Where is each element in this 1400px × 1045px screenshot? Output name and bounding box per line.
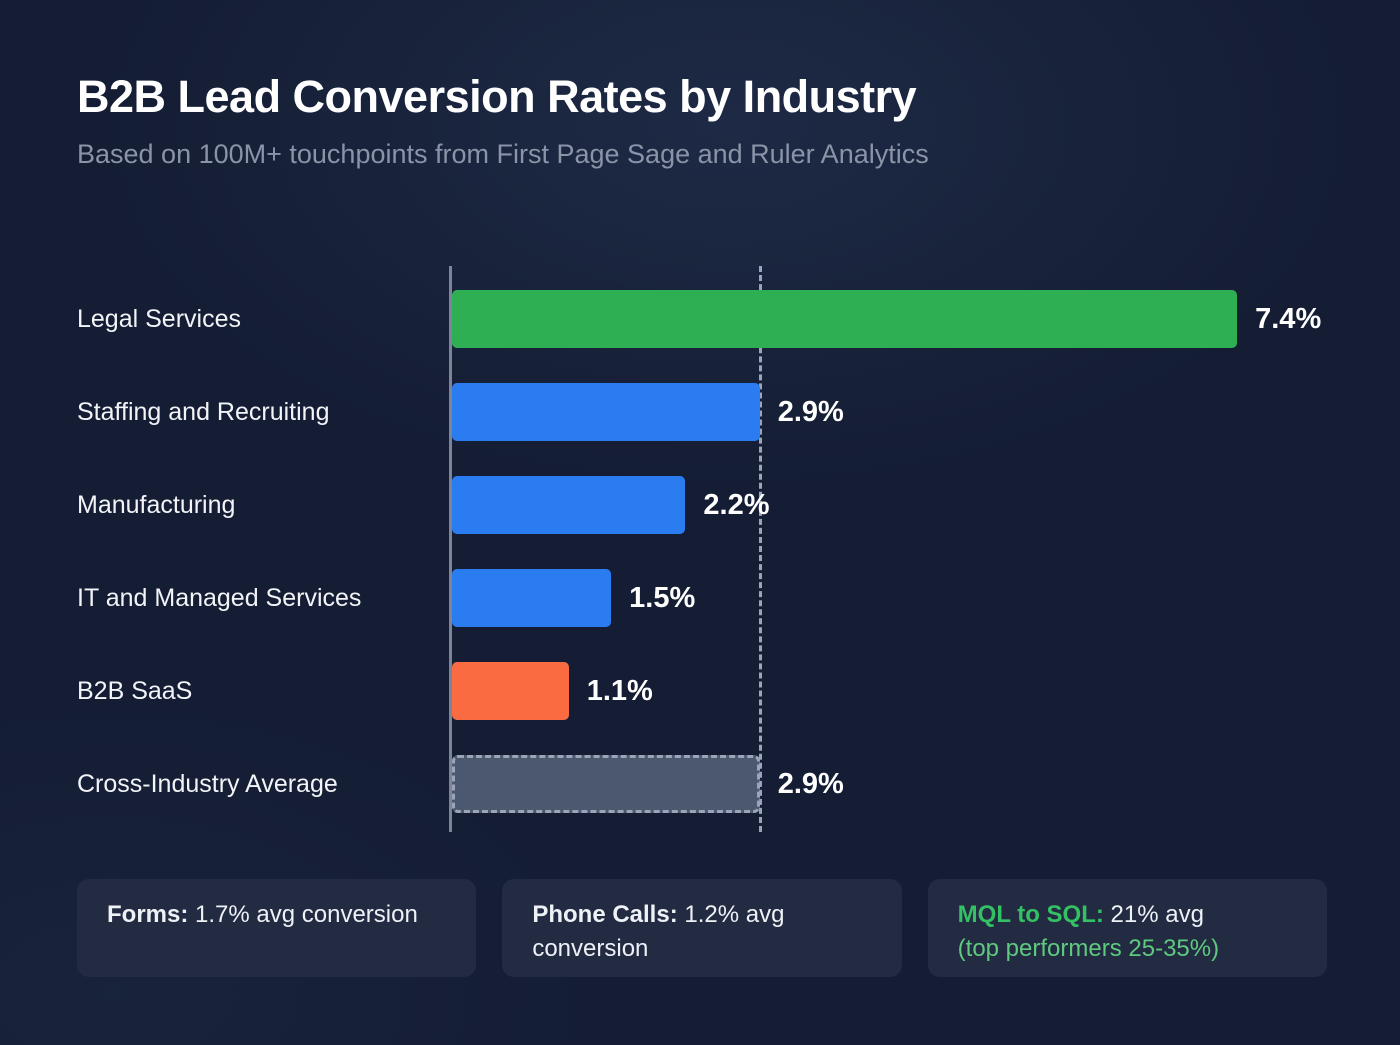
bar[interactable] <box>452 662 569 720</box>
bar-category-label: B2B SaaS <box>77 676 193 705</box>
bar[interactable] <box>452 569 612 627</box>
bar-category-label: Staffing and Recruiting <box>77 397 330 426</box>
bar[interactable] <box>452 290 1238 348</box>
bar-category-label: Legal Services <box>77 304 241 333</box>
summary-card-label: MQL to SQL: <box>957 901 1104 928</box>
summary-card-text: MQL to SQL: 21% avg (top performers 25-35… <box>958 898 1303 966</box>
summary-card-text: Forms: 1.7% avg conversion <box>107 898 452 932</box>
bar-value-label: 2.2% <box>703 488 770 521</box>
page-subtitle: Based on 100M+ touchpoints from First Pa… <box>77 139 929 170</box>
summary-card-label: Phone Calls: <box>532 901 678 928</box>
chart-header: B2B Lead Conversion Rates by Industry Ba… <box>77 71 1327 171</box>
summary-card-label: Forms: <box>107 901 189 928</box>
bar-row: Legal Services 7.4% <box>0 290 1400 348</box>
bar-row: Staffing and Recruiting 2.9% <box>0 383 1400 441</box>
summary-card-value: 21% avg <box>1103 901 1204 928</box>
summary-card: Forms: 1.7% avg conversion <box>77 879 477 977</box>
bar-value-label: 2.9% <box>777 767 844 800</box>
bar-category-label: Cross-Industry Average <box>77 769 338 798</box>
bar-value-label: 1.1% <box>586 674 653 707</box>
reference-line-average <box>758 266 762 832</box>
page-title: B2B Lead Conversion Rates by Industry <box>77 71 917 122</box>
summary-cards: Forms: 1.7% avg conversion Phone Calls: 1… <box>77 879 1327 977</box>
bar[interactable] <box>452 476 686 534</box>
summary-card-note: (top performers 25-35%) <box>957 935 1220 963</box>
bar-row: B2B SaaS 1.1% <box>0 662 1400 720</box>
summary-card-value: 1.2% avg conversion <box>532 901 785 963</box>
bar-value-label: 7.4% <box>1255 302 1322 335</box>
bar-value-label: 1.5% <box>629 581 696 614</box>
y-axis-line <box>449 266 452 832</box>
summary-card: Phone Calls: 1.2% avg conversion <box>502 879 902 977</box>
bar[interactable] <box>452 755 760 813</box>
summary-card-text: Phone Calls: 1.2% avg conversion <box>532 898 877 966</box>
bar-row: Cross-Industry Average 2.9% <box>0 755 1400 813</box>
bar-category-label: Manufacturing <box>77 490 236 519</box>
bar-chart-plot: Legal Services 7.4% Staffing and Recruitin… <box>0 266 1400 832</box>
bar-value-label: 2.9% <box>777 395 844 428</box>
summary-card-value: 1.7% avg conversion <box>188 901 418 928</box>
bar-category-label: IT and Managed Services <box>77 583 362 612</box>
bar-row: IT and Managed Services 1.5% <box>0 569 1400 627</box>
bar[interactable] <box>452 383 760 441</box>
bar-row: Manufacturing 2.2% <box>0 476 1400 534</box>
summary-card: MQL to SQL: 21% avg (top performers 25-35… <box>927 879 1327 977</box>
